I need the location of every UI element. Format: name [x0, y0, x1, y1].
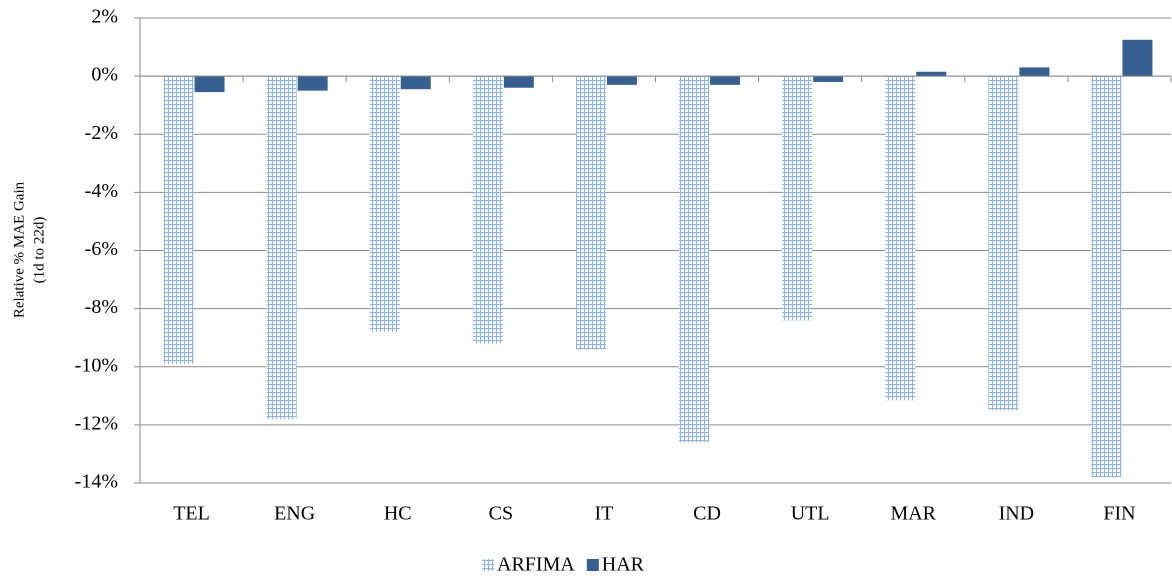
- bar: [194, 76, 225, 93]
- y-axis-label: (1d to 22d): [31, 217, 47, 284]
- bar: [503, 76, 534, 88]
- x-tick-label: MAR: [890, 503, 936, 525]
- y-tick-label: 2%: [91, 6, 118, 28]
- y-axis-label: Relative % MAE Gain: [11, 181, 27, 318]
- x-tick-label: IND: [999, 503, 1035, 525]
- y-tick-label: -4%: [85, 180, 118, 202]
- bar: [710, 76, 741, 85]
- bar: [988, 76, 1019, 411]
- y-tick-label: -12%: [75, 412, 118, 434]
- x-tick-label: UTL: [791, 503, 830, 525]
- x-tick-label: HC: [384, 503, 412, 525]
- y-tick-label: -10%: [75, 354, 118, 376]
- bar: [1091, 76, 1122, 478]
- bar: [782, 76, 813, 321]
- bar: [400, 76, 431, 90]
- legend-swatch: [482, 559, 494, 571]
- bar: [266, 76, 297, 420]
- bar: [916, 71, 947, 77]
- x-tick-label: IT: [595, 503, 614, 525]
- bar: [1019, 67, 1050, 77]
- y-tick-label: -14%: [75, 471, 118, 493]
- x-tick-label: CD: [693, 503, 721, 525]
- y-tick-label: 0%: [91, 64, 118, 86]
- x-tick-label: CS: [489, 503, 513, 525]
- bar: [163, 76, 194, 364]
- bar: [885, 76, 916, 401]
- legend-label: ARFIMA: [497, 554, 575, 576]
- x-tick-label: FIN: [1103, 503, 1135, 525]
- bar: [297, 76, 328, 91]
- bar: [679, 76, 710, 443]
- bar: [606, 76, 637, 85]
- y-tick-label: -6%: [85, 238, 118, 260]
- legend-label: HAR: [602, 554, 645, 576]
- y-tick-label: -8%: [85, 296, 118, 318]
- bar: [1122, 39, 1153, 77]
- bar: [472, 76, 503, 344]
- legend-swatch: [586, 559, 599, 571]
- x-tick-label: ENG: [274, 503, 315, 525]
- bar: [813, 76, 844, 82]
- bar: [575, 76, 606, 350]
- y-tick-label: -2%: [85, 122, 118, 144]
- x-tick-label: TEL: [173, 503, 210, 525]
- bar: [369, 76, 400, 332]
